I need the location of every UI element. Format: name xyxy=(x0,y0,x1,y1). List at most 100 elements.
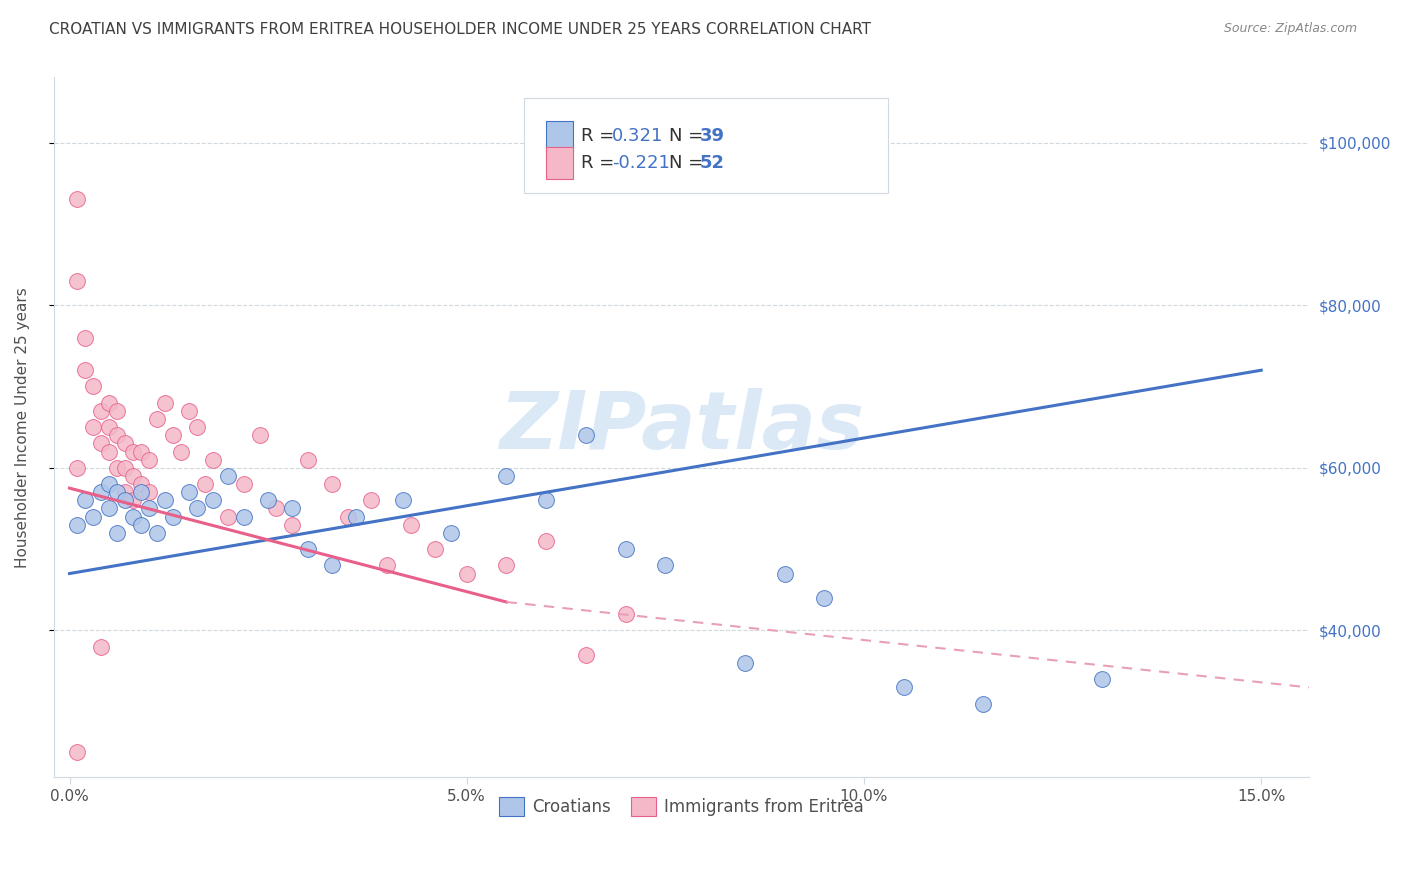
Point xyxy=(813,591,835,605)
Point xyxy=(495,558,517,573)
Point xyxy=(193,477,215,491)
Point xyxy=(105,485,128,500)
Point xyxy=(423,542,446,557)
Point xyxy=(66,274,89,288)
Point xyxy=(186,501,208,516)
Point xyxy=(534,534,557,549)
Point xyxy=(98,477,121,491)
Point xyxy=(534,493,557,508)
Point xyxy=(138,452,160,467)
Point xyxy=(66,193,89,207)
Point xyxy=(297,542,319,557)
Point xyxy=(66,517,89,532)
FancyBboxPatch shape xyxy=(546,120,574,153)
Point xyxy=(456,566,478,581)
Text: N =: N = xyxy=(669,128,709,145)
Point xyxy=(105,525,128,540)
Point xyxy=(66,460,89,475)
Point xyxy=(233,477,256,491)
Point xyxy=(122,493,145,508)
Point xyxy=(281,517,304,532)
Point xyxy=(90,640,112,654)
Point xyxy=(440,525,463,540)
Text: R =: R = xyxy=(581,154,620,172)
Point xyxy=(75,331,97,345)
Point xyxy=(360,493,382,508)
Point xyxy=(217,509,239,524)
Point xyxy=(114,460,136,475)
Text: R =: R = xyxy=(581,128,620,145)
Point xyxy=(399,517,422,532)
Point xyxy=(138,485,160,500)
Point xyxy=(201,493,224,508)
Point xyxy=(233,509,256,524)
FancyBboxPatch shape xyxy=(524,98,889,193)
Point xyxy=(129,517,152,532)
Point xyxy=(297,452,319,467)
Point xyxy=(654,558,676,573)
Point xyxy=(98,396,121,410)
Point xyxy=(177,404,200,418)
Point xyxy=(90,485,112,500)
Text: 39: 39 xyxy=(700,128,725,145)
Point xyxy=(146,525,169,540)
Point xyxy=(122,444,145,458)
Point xyxy=(153,396,176,410)
Point xyxy=(734,656,756,670)
Point xyxy=(186,420,208,434)
Point xyxy=(773,566,796,581)
FancyBboxPatch shape xyxy=(546,147,574,179)
Point xyxy=(129,477,152,491)
Point xyxy=(114,493,136,508)
Legend: Croatians, Immigrants from Eritrea: Croatians, Immigrants from Eritrea xyxy=(491,789,872,824)
Point xyxy=(893,681,915,695)
Point xyxy=(75,493,97,508)
Point xyxy=(105,460,128,475)
Point xyxy=(281,501,304,516)
Point xyxy=(217,469,239,483)
Point xyxy=(1091,673,1114,687)
Point xyxy=(82,509,104,524)
Point xyxy=(264,501,287,516)
Point xyxy=(153,493,176,508)
Point xyxy=(170,444,193,458)
Point xyxy=(98,420,121,434)
Point xyxy=(90,404,112,418)
Point xyxy=(138,501,160,516)
Point xyxy=(162,428,184,442)
Point xyxy=(98,501,121,516)
Point xyxy=(146,412,169,426)
Point xyxy=(336,509,359,524)
Point xyxy=(114,436,136,450)
Text: 0.321: 0.321 xyxy=(612,128,664,145)
Point xyxy=(66,746,89,760)
Point xyxy=(495,469,517,483)
Text: N =: N = xyxy=(669,154,709,172)
Point xyxy=(614,542,637,557)
Point xyxy=(575,428,598,442)
Point xyxy=(614,607,637,622)
Point xyxy=(344,509,367,524)
Point xyxy=(75,363,97,377)
Y-axis label: Householder Income Under 25 years: Householder Income Under 25 years xyxy=(15,287,30,567)
Point xyxy=(90,436,112,450)
Point xyxy=(82,379,104,393)
Point xyxy=(201,452,224,467)
Text: 52: 52 xyxy=(700,154,725,172)
Point xyxy=(375,558,398,573)
Point xyxy=(177,485,200,500)
Point xyxy=(129,444,152,458)
Point xyxy=(162,509,184,524)
Point xyxy=(575,648,598,662)
Point xyxy=(114,485,136,500)
Point xyxy=(321,477,343,491)
Point xyxy=(105,428,128,442)
Point xyxy=(105,404,128,418)
Text: CROATIAN VS IMMIGRANTS FROM ERITREA HOUSEHOLDER INCOME UNDER 25 YEARS CORRELATIO: CROATIAN VS IMMIGRANTS FROM ERITREA HOUS… xyxy=(49,22,872,37)
Point xyxy=(392,493,415,508)
Point xyxy=(321,558,343,573)
Text: ZIPatlas: ZIPatlas xyxy=(499,388,863,467)
Point xyxy=(972,697,994,711)
Text: -0.221: -0.221 xyxy=(612,154,671,172)
Point xyxy=(122,509,145,524)
